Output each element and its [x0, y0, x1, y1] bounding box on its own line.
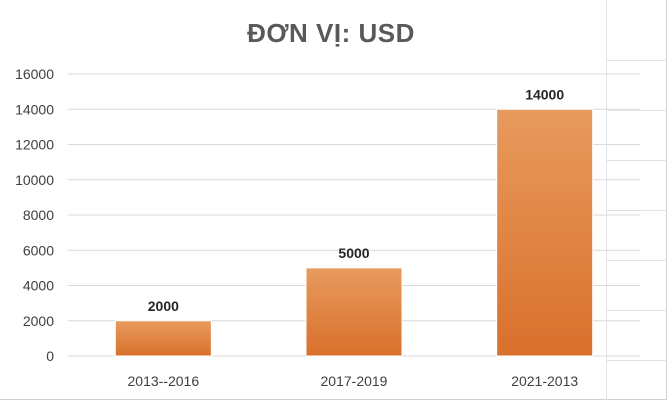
y-tick-label: 4000 [23, 278, 54, 294]
y-tick-label: 2000 [23, 313, 54, 329]
x-tick-label: 2017-2019 [321, 373, 388, 389]
sheet-gridline [606, 360, 667, 361]
bars [114, 108, 594, 357]
data-label: 2000 [148, 298, 179, 314]
bar[interactable] [114, 320, 212, 357]
chart-title: ĐƠN VỊ: USD [247, 18, 415, 48]
sheet-gridline [606, 0, 607, 400]
sheet-gridline [606, 260, 667, 261]
sheet-gridline [606, 210, 667, 211]
bar[interactable] [305, 267, 403, 357]
y-axis-ticks: 0 2000 4000 6000 8000 10000 12000 14000 16000 [15, 66, 54, 364]
data-labels: 2000 5000 14000 [148, 86, 565, 314]
sheet-gridline [606, 160, 667, 161]
data-label: 5000 [338, 245, 369, 261]
y-tick-label: 8000 [23, 207, 54, 223]
x-tick-label: 2021-2013 [511, 373, 578, 389]
y-tick-label: 6000 [23, 242, 54, 258]
y-tick-label: 16000 [15, 66, 54, 82]
sheet-gridline [606, 310, 667, 311]
bar[interactable] [496, 108, 594, 357]
y-tick-label: 0 [46, 348, 54, 364]
y-tick-label: 14000 [15, 101, 54, 117]
sheet-gridline [606, 60, 667, 61]
sheet-gridline [606, 110, 667, 111]
x-tick-label: 2013--2016 [128, 373, 200, 389]
y-tick-label: 10000 [15, 172, 54, 188]
x-axis-ticks: 2013--2016 2017-2019 2021-2013 [128, 373, 579, 389]
data-label: 14000 [525, 86, 564, 102]
y-tick-label: 12000 [15, 137, 54, 153]
